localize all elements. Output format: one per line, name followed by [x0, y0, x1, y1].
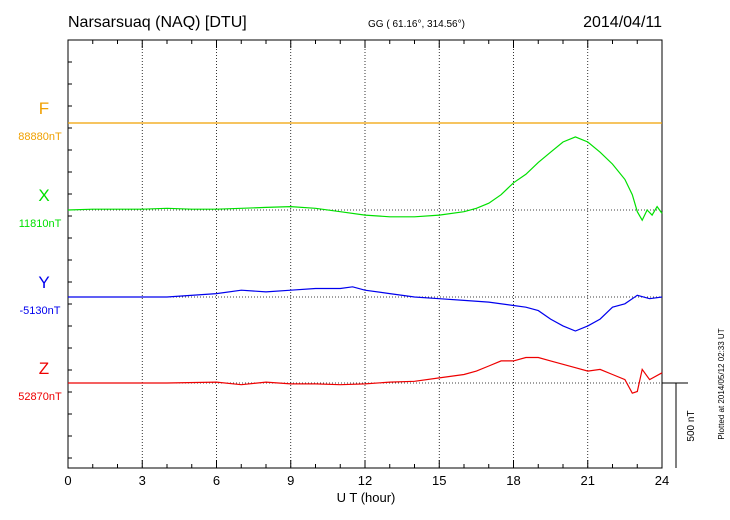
x-tick-label: 6 — [213, 473, 220, 488]
x-tick-label: 15 — [432, 473, 446, 488]
trace-y — [68, 286, 663, 332]
x-tick-label: 12 — [358, 473, 372, 488]
axis-ticks — [67, 40, 663, 468]
component-label-z: Z — [39, 359, 49, 378]
scale-bar: 500 nT — [662, 382, 697, 468]
component-label-x: X — [38, 186, 49, 205]
x-tick-label: 3 — [139, 473, 146, 488]
x-tick-label: 0 — [64, 473, 71, 488]
series-labels: F 88880nT X 11810nT Y -5130nT Z 52870nT — [18, 99, 62, 403]
trace-z — [68, 356, 663, 394]
x-tick-label: 24 — [655, 473, 669, 488]
station-title: Narsarsuaq (NAQ) [DTU] — [68, 14, 247, 31]
scale-bar-label: 500 nT — [686, 410, 697, 441]
date-label: 2014/04/11 — [583, 14, 662, 31]
series-traces — [67, 122, 663, 394]
baseline-value-y: -5130nT — [20, 305, 61, 317]
component-label-f: F — [39, 99, 49, 118]
grid-lines — [141, 40, 589, 468]
x-tick-label: 9 — [287, 473, 294, 488]
x-tick-label: 18 — [506, 473, 520, 488]
baseline-value-f: 88880nT — [18, 131, 62, 143]
x-tick-label: 21 — [581, 473, 595, 488]
x-tick-labels: 0 3 6 9 12 15 18 21 24 — [64, 473, 669, 488]
baseline-value-z: 52870nT — [18, 391, 62, 403]
coordinates-label: GG ( 61.16°, 314.56°) — [368, 19, 465, 30]
plotted-timestamp: Plotted at 2014/05/12 02:33 UT — [717, 328, 726, 439]
baseline-value-x: 11810nT — [19, 218, 62, 230]
trace-x — [67, 136, 663, 222]
x-axis-label: U T (hour) — [337, 490, 396, 505]
component-label-y: Y — [38, 273, 49, 292]
